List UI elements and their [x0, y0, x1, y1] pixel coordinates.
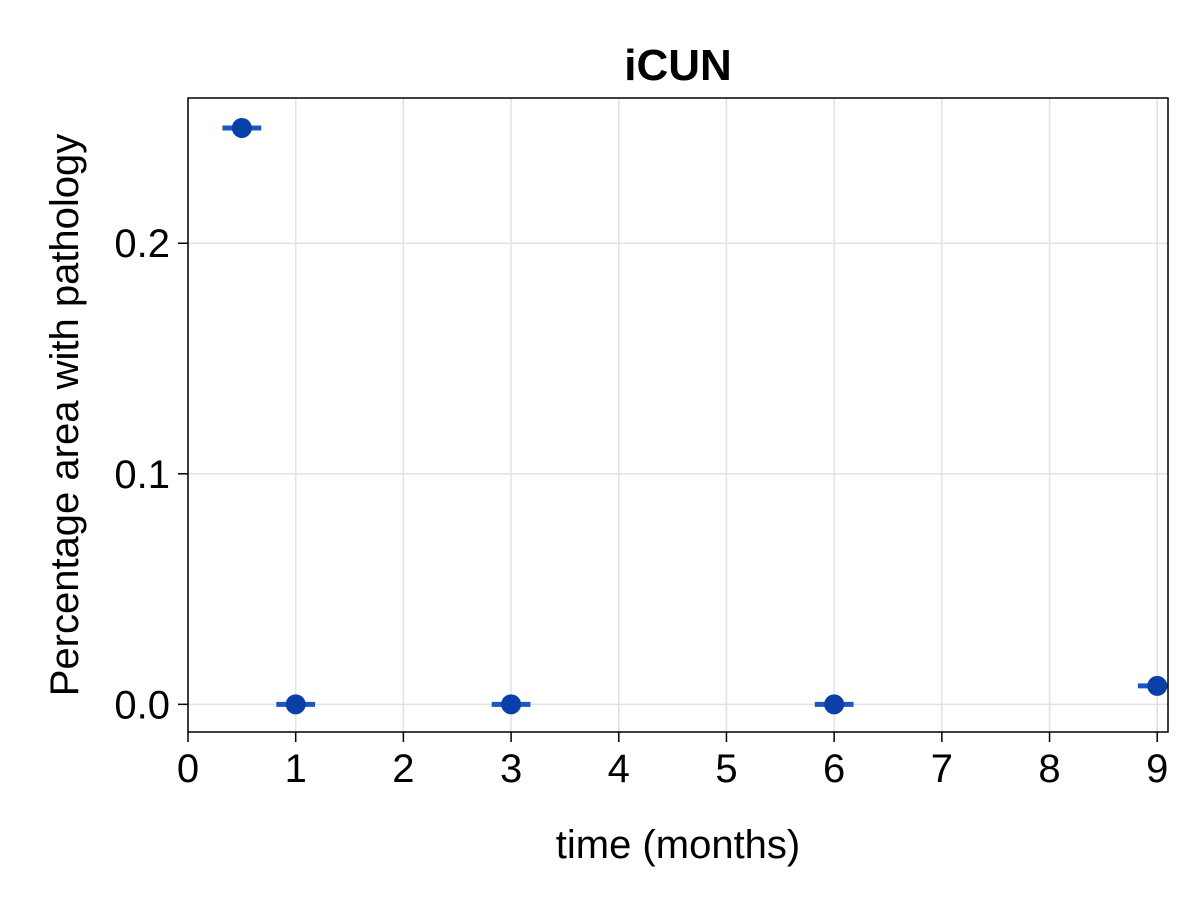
chart-title: iCUN — [624, 41, 732, 90]
x-tick-label: 2 — [392, 747, 414, 791]
data-point — [1147, 675, 1168, 696]
x-tick-label: 3 — [500, 747, 522, 791]
x-tick-label: 0 — [177, 747, 199, 791]
x-tick-label: 5 — [715, 747, 737, 791]
x-tick-label: 9 — [1146, 747, 1168, 791]
x-axis-label: time (months) — [556, 823, 801, 867]
x-tick-label: 1 — [285, 747, 307, 791]
y-axis-label: Percentage area with pathology — [43, 134, 87, 697]
y-axis-ticks: 0.0 0.1 0.2 — [114, 222, 188, 727]
y-tick-label: 0.1 — [114, 453, 170, 497]
data-point — [501, 694, 522, 715]
y-tick-label: 0.2 — [114, 222, 170, 266]
x-axis-ticks: 0 1 2 3 4 5 6 7 8 9 — [177, 732, 1168, 791]
x-tick-label: 8 — [1038, 747, 1060, 791]
plot-frame — [187, 97, 1169, 733]
y-tick-label: 0.0 — [114, 683, 170, 727]
data-point — [285, 694, 306, 715]
data-point — [231, 117, 252, 138]
grid — [187, 98, 1168, 732]
data-points — [231, 117, 1168, 715]
x-tick-label: 4 — [608, 747, 630, 791]
x-tick-label: 7 — [931, 747, 953, 791]
data-point — [824, 694, 845, 715]
x-tick-label: 6 — [823, 747, 845, 791]
